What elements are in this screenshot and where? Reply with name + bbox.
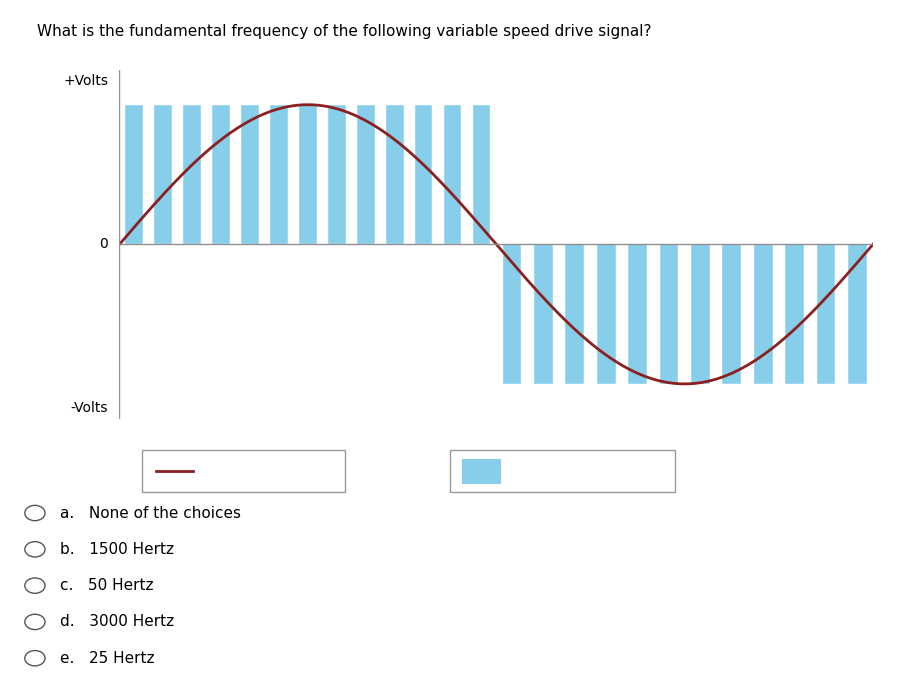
Bar [785, 244, 804, 384]
Text: e.   25 Hertz: e. 25 Hertz [60, 651, 154, 666]
Bar [444, 105, 461, 244]
Text: 25 Hz: 25 Hz [262, 462, 310, 480]
Bar [565, 244, 584, 384]
Bar [241, 105, 258, 244]
Bar [386, 105, 403, 244]
Bar [754, 244, 773, 384]
Bar [534, 244, 553, 384]
Bar [503, 244, 521, 384]
Text: b.   1500 Hertz: b. 1500 Hertz [60, 542, 174, 557]
Text: frequency: frequency [199, 465, 263, 477]
Bar [270, 105, 288, 244]
Bar [183, 105, 200, 244]
Text: c.   50 Hertz: c. 50 Hertz [60, 578, 153, 593]
Bar [357, 105, 375, 244]
Bar [212, 105, 230, 244]
Bar [848, 244, 867, 384]
Text: -Volts: -Volts [71, 401, 108, 415]
Text: What is the fundamental frequency of the following variable speed drive signal?: What is the fundamental frequency of the… [37, 24, 652, 39]
Text: 3KHz: 3KHz [573, 462, 616, 480]
Text: +Volts: +Volts [63, 74, 108, 88]
Text: 0: 0 [99, 237, 108, 251]
Bar [125, 105, 142, 244]
Bar [328, 105, 346, 244]
Bar [691, 244, 709, 384]
Bar [596, 244, 616, 384]
Bar [816, 244, 835, 384]
Bar [415, 105, 433, 244]
Text: a.   None of the choices: a. None of the choices [60, 505, 241, 521]
Bar [473, 105, 491, 244]
Bar [722, 244, 741, 384]
Bar [629, 244, 647, 384]
Bar [154, 105, 172, 244]
Text: d.   3000 Hertz: d. 3000 Hertz [60, 614, 174, 630]
Bar [660, 244, 678, 384]
Bar [300, 105, 316, 244]
Text: frequency: frequency [507, 465, 571, 477]
